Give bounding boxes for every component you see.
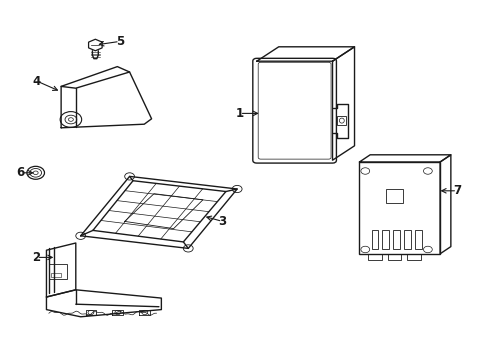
Bar bbox=[387, 254, 401, 260]
Circle shape bbox=[232, 185, 242, 193]
Text: 4: 4 bbox=[33, 75, 41, 87]
Text: 1: 1 bbox=[235, 107, 243, 120]
Circle shape bbox=[27, 166, 44, 179]
Bar bbox=[386, 189, 403, 203]
Text: 2: 2 bbox=[33, 251, 41, 264]
Bar bbox=[367, 254, 381, 260]
Text: 5: 5 bbox=[116, 35, 123, 48]
Bar bbox=[407, 254, 420, 260]
Text: 7: 7 bbox=[452, 184, 460, 197]
Text: 3: 3 bbox=[218, 215, 226, 228]
Bar bbox=[403, 230, 410, 249]
Bar bbox=[371, 230, 378, 249]
Bar bbox=[51, 273, 61, 277]
Bar bbox=[49, 264, 67, 279]
Bar bbox=[359, 162, 439, 254]
Circle shape bbox=[76, 232, 85, 239]
Bar bbox=[337, 116, 346, 125]
Circle shape bbox=[124, 173, 134, 180]
Circle shape bbox=[183, 245, 193, 252]
FancyBboxPatch shape bbox=[252, 58, 336, 163]
Bar bbox=[414, 230, 421, 249]
Text: 6: 6 bbox=[17, 166, 24, 179]
Bar bbox=[382, 230, 388, 249]
Circle shape bbox=[60, 112, 81, 127]
Bar bbox=[392, 230, 399, 249]
